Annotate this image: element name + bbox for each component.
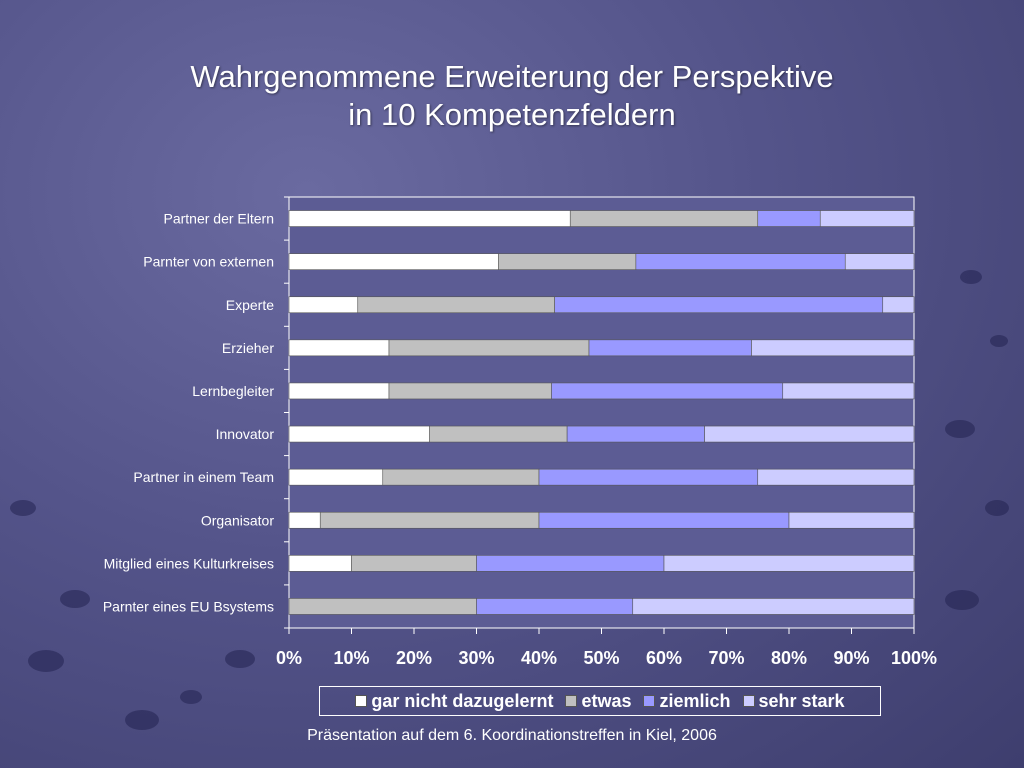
bar-segment-3-5 — [704, 425, 915, 443]
category-label: Mitglied eines Kulturkreises — [104, 555, 274, 571]
decor-dot — [125, 710, 159, 730]
decor-dot — [945, 590, 979, 610]
x-tick-label: 40% — [521, 648, 557, 668]
x-tick-label: 60% — [646, 648, 682, 668]
category-label: Partner der Eltern — [164, 211, 275, 227]
decor-dot — [28, 650, 64, 672]
category-label: Partner in einem Team — [133, 469, 274, 485]
bar-segment-2-7 — [538, 511, 790, 529]
title-line-1: Wahrgenommene Erweiterung der Perspektiv… — [190, 59, 834, 94]
bar-segment-2-2 — [554, 296, 884, 314]
legend-label: gar nicht dazugelernt — [371, 690, 554, 711]
legend-item: gar nicht dazugelernt — [355, 691, 553, 712]
decor-dot — [225, 650, 255, 668]
bar-segment-0-4 — [288, 382, 390, 400]
x-tick-label: 100% — [891, 648, 937, 668]
bar-segment-2-9 — [476, 598, 634, 615]
decor-dot — [180, 690, 202, 704]
bar-segment-3-2 — [882, 296, 915, 314]
decor-dot — [60, 590, 90, 608]
category-label: Parnter eines EU Bsystems — [103, 598, 274, 614]
decor-dot — [960, 270, 982, 284]
chart-legend: gar nicht dazugelernt etwas ziemlich sehr s… — [319, 686, 881, 716]
bar-segment-0-6 — [288, 468, 384, 486]
decor-dot — [10, 500, 36, 516]
bar-segment-0-0 — [288, 210, 571, 227]
x-tick-label: 0% — [276, 648, 302, 668]
bar-segment-3-7 — [788, 511, 915, 529]
bar-segment-3-6 — [757, 468, 915, 486]
decor-dot — [945, 420, 975, 438]
category-label: Organisator — [201, 512, 274, 528]
bar-segment-2-3 — [588, 339, 752, 357]
bar-segment-0-3 — [288, 339, 390, 357]
x-tick-label: 10% — [333, 648, 369, 668]
bar-segment-1-8 — [351, 555, 477, 572]
bar-segment-3-9 — [632, 598, 915, 615]
bar-segment-2-8 — [476, 555, 665, 572]
x-tick-label: 80% — [771, 648, 807, 668]
decor-dot — [990, 335, 1008, 347]
decor-dot — [985, 500, 1009, 516]
bar-segment-3-8 — [663, 555, 915, 572]
legend-item: etwas — [565, 691, 631, 712]
bar-segment-0-2 — [288, 296, 359, 314]
x-tick-label: 50% — [583, 648, 619, 668]
bar-segment-0-8 — [288, 555, 352, 572]
bar-segment-0-5 — [288, 425, 430, 443]
bar-segment-1-3 — [388, 339, 590, 357]
bar-segment-3-0 — [819, 210, 915, 227]
footer-text: Präsentation auf dem 6. Koordinationstre… — [307, 727, 717, 744]
bar-segment-2-1 — [635, 253, 846, 270]
title-line-2: in 10 Kompetenzfeldern — [348, 97, 676, 132]
bar-segment-3-1 — [844, 253, 915, 270]
slide-title: Wahrgenommene Erweiterung der Perspektiv… — [0, 58, 1024, 134]
bar-segment-2-5 — [566, 425, 705, 443]
bar-segment-3-3 — [751, 339, 915, 357]
bar-segment-2-6 — [538, 468, 759, 486]
legend-swatch — [355, 695, 368, 707]
category-label: Innovator — [216, 426, 275, 442]
bar-segment-2-0 — [757, 210, 821, 227]
legend-label: etwas — [581, 690, 632, 711]
bar-segment-0-1 — [288, 253, 499, 270]
bar-segment-1-2 — [357, 296, 555, 314]
bar-segment-1-9 — [288, 598, 477, 615]
legend-label: sehr stark — [758, 690, 845, 711]
bar-segment-1-7 — [319, 511, 540, 529]
bar-segment-0-7 — [288, 511, 321, 529]
bar-segment-1-0 — [569, 210, 759, 227]
legend-swatch — [643, 695, 656, 707]
x-tick-label: 30% — [458, 648, 494, 668]
x-tick-label: 90% — [833, 648, 869, 668]
legend-item: sehr stark — [742, 690, 845, 712]
legend-swatch — [742, 695, 755, 707]
category-label: Experte — [226, 297, 274, 313]
category-label: Erzieher — [222, 340, 274, 356]
bar-segment-1-5 — [429, 425, 568, 443]
legend-swatch — [565, 695, 578, 707]
bar-segment-1-6 — [382, 468, 540, 486]
category-label: Lernbegleiter — [192, 383, 274, 399]
x-tick-label: 70% — [708, 648, 744, 668]
legend-item: ziemlich — [643, 690, 731, 712]
category-label: Parnter von externen — [143, 254, 274, 270]
x-tick-label: 20% — [396, 648, 432, 668]
bar-segment-3-4 — [782, 382, 915, 400]
bar-segment-1-4 — [388, 382, 552, 400]
bar-segment-1-1 — [498, 253, 637, 270]
bar-segment-2-4 — [551, 382, 784, 400]
legend-label: ziemlich — [659, 690, 731, 711]
